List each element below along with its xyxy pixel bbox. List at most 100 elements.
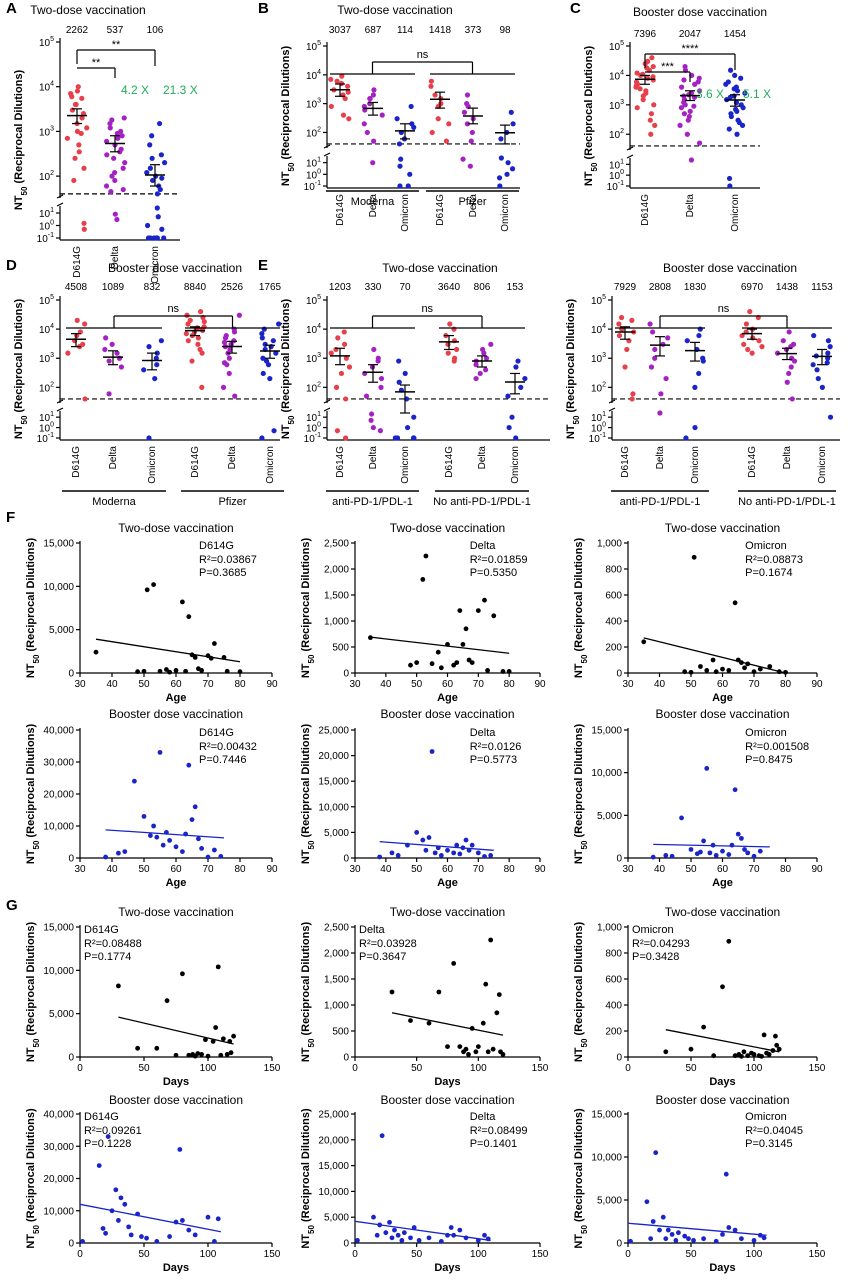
data-point	[192, 1232, 198, 1238]
data-point	[726, 1225, 732, 1230]
x-tick-label: Delta	[368, 446, 379, 470]
axis-break-mark	[323, 399, 331, 404]
data-point	[713, 669, 719, 675]
sig-label: **	[92, 57, 101, 69]
data-point	[509, 166, 516, 172]
gmt-value: 3037	[329, 25, 352, 36]
data-point	[759, 344, 765, 350]
y-tick-label: 100	[591, 422, 606, 435]
data-point	[457, 1227, 463, 1233]
data-point	[392, 1227, 397, 1233]
x-tick-label: 30	[622, 679, 634, 690]
data-point	[199, 668, 205, 673]
y-axis-label: NT50 (Reciprocal Dilutions)	[25, 724, 41, 865]
sig-label: **	[112, 39, 121, 51]
axis-break-mark	[56, 194, 64, 199]
data-point	[328, 350, 334, 356]
panel-title: Booster dose vaccination	[380, 1093, 514, 1107]
fold-change: 3.6 X	[696, 87, 724, 101]
data-point	[784, 379, 790, 385]
panel-title: Two-dose vaccination	[390, 521, 505, 535]
y-tick-label: 600	[605, 975, 622, 986]
data-point	[691, 1238, 696, 1243]
data-point	[371, 138, 377, 144]
data-point	[72, 101, 79, 108]
data-point	[408, 1018, 413, 1023]
data-point	[267, 375, 273, 382]
data-point	[429, 749, 435, 754]
data-point	[114, 216, 120, 223]
data-point	[684, 131, 690, 137]
variant-label: Delta	[470, 727, 497, 739]
x-tick-label: 30	[349, 864, 361, 875]
x-tick-label: Omicron	[817, 446, 828, 484]
data-point	[726, 668, 732, 673]
data-point	[429, 129, 435, 136]
y-tick-label: 15,000	[43, 539, 74, 550]
y-tick-label: 600	[605, 591, 622, 602]
data-point	[345, 83, 351, 89]
data-point	[107, 125, 113, 131]
data-point	[96, 1163, 102, 1168]
data-point	[698, 664, 703, 669]
data-point	[408, 1235, 413, 1241]
data-point	[735, 657, 741, 663]
data-point	[371, 1214, 376, 1220]
data-point	[261, 326, 267, 332]
panel-letter: G	[6, 897, 18, 914]
dot-group: 1454 Omicron	[723, 29, 748, 232]
data-point	[496, 175, 503, 181]
p-value: P=0.3428	[632, 951, 679, 963]
data-point	[151, 823, 157, 829]
gmt-value: 1830	[684, 282, 707, 293]
dot-group: 2047 Delta	[677, 29, 703, 217]
data-point	[167, 669, 173, 675]
data-point	[454, 660, 460, 665]
dot-group: 2262 D614G	[64, 25, 90, 278]
data-point	[370, 92, 376, 98]
x-tick-label: Delta	[468, 194, 479, 218]
data-point	[155, 214, 161, 220]
data-point	[383, 1230, 389, 1236]
data-point	[743, 321, 750, 327]
data-point	[167, 1234, 173, 1239]
data-point	[144, 169, 150, 176]
data-point	[109, 173, 115, 179]
data-point	[416, 1238, 422, 1243]
scatter-panel: Two-dose vaccination 0 200 400 600 800 1,000 30…	[573, 521, 823, 704]
x-tick-label: 80	[504, 679, 516, 690]
r-squared: R²=0.04293	[632, 938, 690, 950]
r-squared: R²=0.08499	[470, 1125, 528, 1137]
y-tick-label: 10,000	[43, 582, 74, 593]
y-tick-label: 10,000	[591, 1153, 622, 1164]
y-tick-label: 0	[68, 854, 74, 865]
data-point	[109, 341, 115, 347]
x-tick-label: 70	[202, 864, 214, 875]
x-tick-label: 150	[264, 1063, 281, 1074]
data-point	[147, 235, 154, 241]
data-point	[237, 669, 243, 675]
y-tick-label: 10,000	[318, 1187, 349, 1198]
data-point	[682, 669, 688, 675]
regression-line	[627, 1222, 767, 1236]
y-tick-label: 1,000	[324, 1001, 349, 1012]
data-point	[637, 86, 643, 92]
x-tick-label: 40	[106, 679, 118, 690]
group-label: anti-PD-1/PDL-1	[620, 496, 701, 508]
data-point	[463, 837, 469, 843]
x-tick-label: 50	[138, 1063, 150, 1074]
data-point	[146, 435, 152, 441]
data-point	[228, 1050, 234, 1056]
panel-title: Two-dose vaccination	[118, 521, 233, 535]
data-point	[745, 346, 751, 353]
data-point	[429, 661, 435, 667]
x-tick-label: 100	[746, 1063, 763, 1074]
data-point	[468, 138, 474, 144]
y-tick-label: 5,000	[324, 1213, 349, 1224]
data-point	[203, 1037, 208, 1043]
data-point	[504, 171, 510, 177]
y-tick-label: 100	[306, 422, 321, 435]
gmt-value: 687	[365, 25, 382, 36]
y-tick-label: 15,000	[43, 923, 74, 934]
